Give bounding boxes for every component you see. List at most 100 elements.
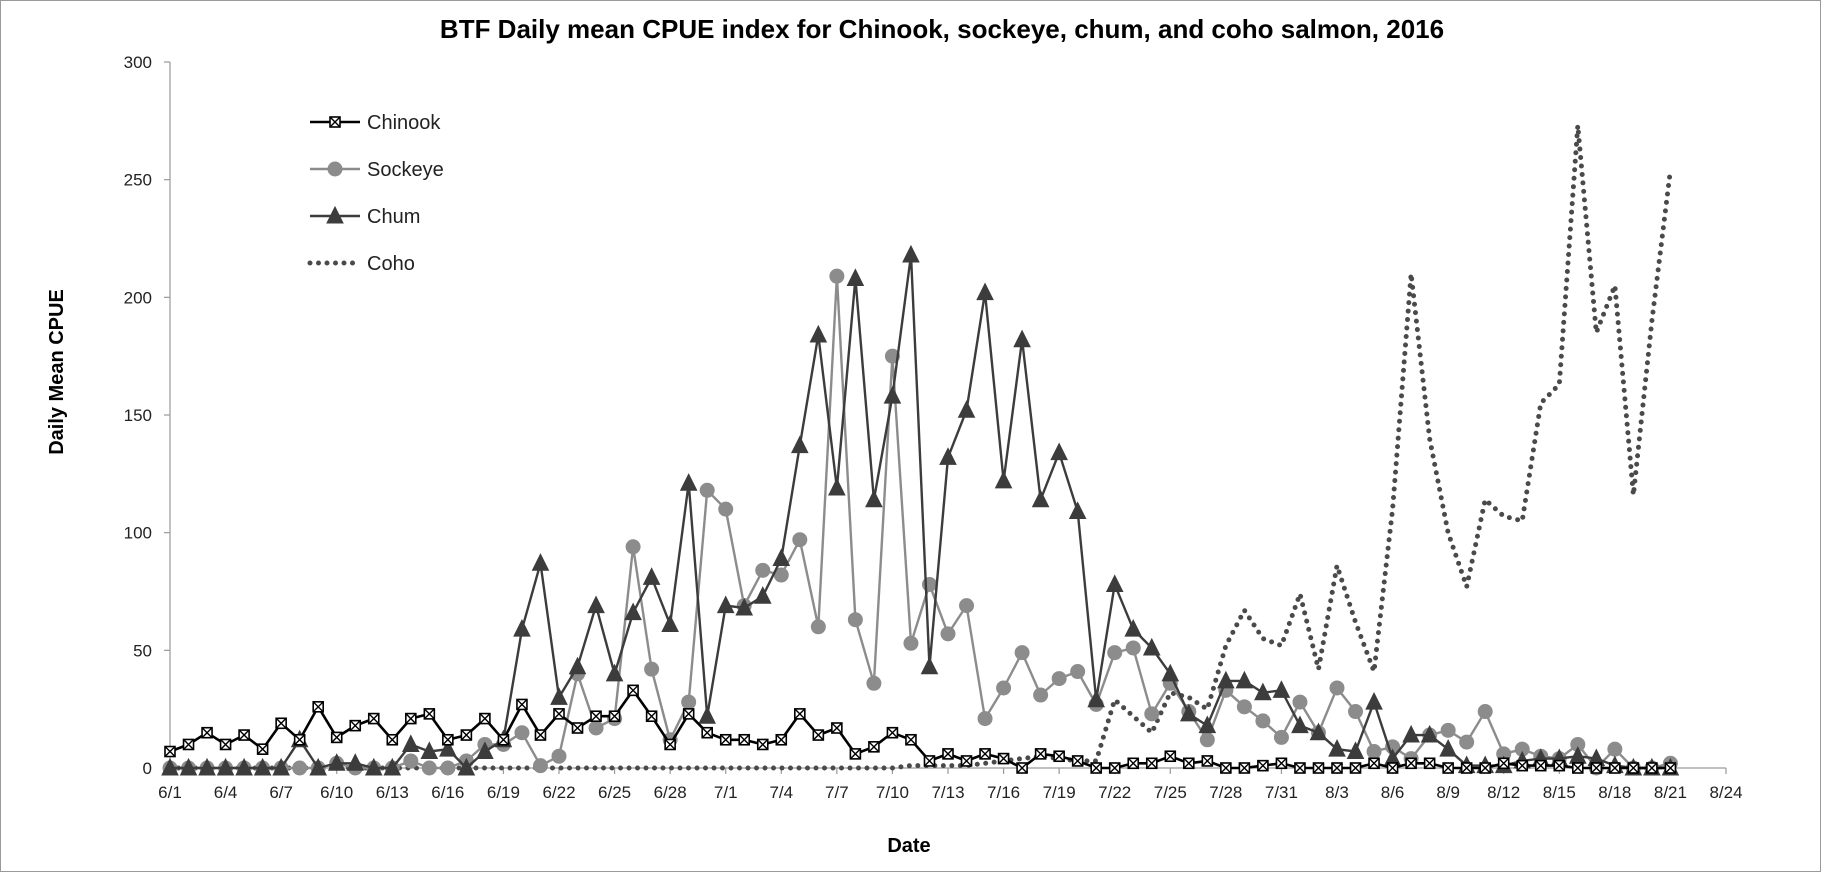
data-point-chinook: [1572, 762, 1584, 774]
data-point-chinook: [1183, 757, 1195, 770]
chart-title: BTF Daily mean CPUE index for Chinook, s…: [440, 14, 1444, 44]
data-point-chinook: [1220, 762, 1232, 774]
data-point-chinook: [534, 729, 547, 741]
data-point-chinook: [516, 698, 528, 711]
data-point-chinook: [1053, 750, 1065, 763]
data-point-chinook: [182, 738, 195, 751]
data-point-chum: [1346, 741, 1365, 760]
data-point-chinook: [719, 733, 732, 746]
data-point-chinook: [1127, 757, 1140, 770]
data-point-sockeye: [1440, 722, 1456, 738]
data-point-chinook: [1238, 762, 1251, 774]
data-point-chinook: [812, 729, 825, 741]
x-tick-label: 6/1: [158, 783, 182, 802]
data-point-chum: [772, 548, 791, 567]
data-point-chinook: [256, 743, 269, 755]
data-point-chum: [161, 757, 179, 776]
data-point-chum: [420, 741, 439, 760]
data-point-chinook: [997, 752, 1010, 765]
data-point-sockeye: [792, 532, 808, 548]
x-tick-label: 7/19: [1043, 783, 1076, 802]
y-tick-label: 100: [124, 524, 152, 543]
data-point-sockeye: [977, 711, 993, 727]
x-tick-label: 8/9: [1436, 783, 1460, 802]
data-point-sockeye: [699, 482, 715, 498]
data-point-chum: [383, 757, 402, 776]
data-point-chum: [1031, 489, 1050, 508]
y-axis-title: Daily Mean CPUE: [46, 289, 68, 455]
data-point-chinook: [386, 733, 399, 746]
data-point-chum: [179, 757, 198, 776]
data-point-sockeye: [940, 626, 956, 642]
data-point-chinook: [1016, 762, 1028, 774]
data-point-chinook: [794, 708, 806, 720]
data-point-chinook: [571, 722, 584, 734]
data-point-sockeye: [1459, 734, 1475, 750]
data-point-chinook: [849, 748, 862, 760]
data-point-sockeye: [1348, 704, 1364, 720]
axes: 0 50 100 150 200 250 300 6/1 6/4 6/7 6/10 6/13 6/16 6…: [124, 53, 1743, 802]
y-tick-label: 50: [133, 641, 152, 660]
data-point-chinook: [367, 712, 380, 725]
data-point-chum: [1087, 689, 1105, 708]
data-point-chum: [1235, 670, 1254, 689]
data-point-chum: [327, 753, 346, 771]
data-point-sockeye: [1329, 680, 1345, 696]
x-tick-label: 7/31: [1265, 783, 1298, 802]
data-point-chum: [568, 656, 587, 675]
data-point-sockeye: [1607, 741, 1623, 757]
data-point-sockeye: [996, 680, 1012, 696]
y-tick-label: 250: [124, 171, 152, 190]
data-point-chinook: [1164, 750, 1177, 763]
x-tick-label: 6/25: [598, 783, 631, 802]
data-point-chum: [1439, 739, 1457, 757]
data-point-chum: [402, 734, 420, 752]
series-sockeye: [162, 268, 1678, 776]
data-point-sockeye: [421, 760, 437, 776]
data-point-chum: [605, 663, 624, 682]
data-point-sockeye: [718, 501, 734, 517]
data-point-chinook: [1090, 762, 1102, 774]
data-point-chinook: [423, 708, 436, 720]
data-point-chinook: [1331, 762, 1343, 774]
x-tick-label: 6/13: [376, 783, 409, 802]
data-point-chinook: [238, 729, 250, 741]
data-point-chum: [1217, 670, 1235, 689]
x-tick-label: 7/25: [1154, 783, 1187, 802]
data-point-chum: [846, 268, 865, 287]
x-tick-label: 6/19: [487, 783, 520, 802]
x-tick-label: 7/16: [987, 783, 1020, 802]
data-point-chinook: [1349, 762, 1362, 774]
data-point-chum: [587, 595, 605, 614]
legend-label-coho: Coho: [367, 253, 415, 275]
data-point-chinook: [1664, 762, 1677, 774]
data-point-chum: [1402, 724, 1420, 743]
data-point-chinook: [738, 733, 751, 746]
data-point-chinook: [405, 712, 417, 725]
legend-marker-chinook: [329, 116, 341, 128]
data-point-chinook: [1071, 755, 1084, 767]
x-tick-label: 6/28: [654, 783, 687, 802]
data-point-chum: [1254, 682, 1272, 701]
data-point-chinook: [886, 726, 899, 739]
data-point-chum: [1180, 703, 1198, 722]
data-point-chum: [198, 757, 216, 776]
x-tick-label: 8/15: [1543, 783, 1576, 802]
data-point-chinook: [275, 717, 287, 730]
data-point-sockeye: [644, 661, 660, 677]
data-point-sockeye: [1199, 732, 1215, 748]
data-point-chinook: [442, 733, 454, 746]
data-point-chum: [828, 477, 846, 496]
legend-label-chinook: Chinook: [367, 112, 441, 134]
data-point-chinook: [1201, 755, 1214, 767]
data-point-chum: [309, 757, 327, 776]
data-point-sockeye: [1014, 645, 1030, 661]
data-point-sockeye: [810, 619, 826, 635]
legend-marker-sockeye: [327, 161, 343, 177]
data-point-sockeye: [403, 753, 419, 769]
data-point-chum: [1068, 501, 1087, 519]
data-point-chum: [735, 597, 754, 616]
data-point-sockeye: [625, 539, 641, 555]
data-point-chum: [1161, 663, 1180, 682]
x-tick-label: 6/4: [214, 783, 238, 802]
